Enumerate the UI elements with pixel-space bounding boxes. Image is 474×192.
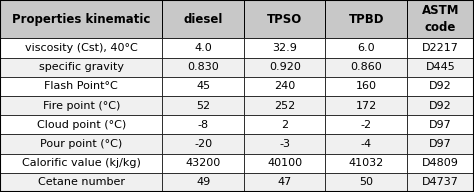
- Bar: [163, 115, 244, 134]
- Text: Cloud point (°C): Cloud point (°C): [36, 120, 126, 130]
- Text: 47: 47: [278, 177, 292, 187]
- Text: -8: -8: [198, 120, 209, 130]
- Bar: [0, 0, 163, 38]
- Bar: [326, 0, 407, 38]
- Bar: [407, 58, 474, 77]
- Bar: [0, 38, 163, 58]
- Text: 2: 2: [281, 120, 288, 130]
- Bar: [407, 115, 474, 134]
- Bar: [163, 173, 244, 192]
- Bar: [0, 77, 163, 96]
- Bar: [0, 154, 163, 173]
- Bar: [0, 173, 163, 192]
- Text: D97: D97: [429, 139, 452, 149]
- Text: D4809: D4809: [422, 158, 459, 168]
- Text: 32.9: 32.9: [272, 43, 297, 53]
- Text: Properties kinematic: Properties kinematic: [12, 13, 150, 26]
- Bar: [244, 0, 326, 38]
- Text: Pour point (°C): Pour point (°C): [40, 139, 122, 149]
- Text: specific gravity: specific gravity: [39, 62, 124, 72]
- Bar: [163, 96, 244, 115]
- Text: D445: D445: [426, 62, 456, 72]
- Bar: [163, 38, 244, 58]
- Bar: [244, 38, 326, 58]
- Bar: [0, 134, 163, 154]
- Text: 0.860: 0.860: [350, 62, 382, 72]
- Bar: [326, 173, 407, 192]
- Bar: [244, 115, 326, 134]
- Text: Calorific value (kj/kg): Calorific value (kj/kg): [22, 158, 141, 168]
- Text: D92: D92: [429, 101, 452, 111]
- Bar: [407, 96, 474, 115]
- Bar: [163, 154, 244, 173]
- Bar: [244, 77, 326, 96]
- Text: 6.0: 6.0: [357, 43, 375, 53]
- Bar: [163, 77, 244, 96]
- Text: 43200: 43200: [186, 158, 221, 168]
- Bar: [163, 0, 244, 38]
- Bar: [407, 173, 474, 192]
- Bar: [0, 58, 163, 77]
- Text: 45: 45: [196, 81, 210, 91]
- Text: Fire point (°C): Fire point (°C): [43, 101, 120, 111]
- Text: -3: -3: [279, 139, 290, 149]
- Text: D97: D97: [429, 120, 452, 130]
- Bar: [0, 115, 163, 134]
- Bar: [326, 115, 407, 134]
- Text: 252: 252: [274, 101, 295, 111]
- Text: 52: 52: [196, 101, 210, 111]
- Bar: [326, 134, 407, 154]
- Bar: [407, 77, 474, 96]
- Text: 41032: 41032: [348, 158, 384, 168]
- Bar: [163, 58, 244, 77]
- Text: 50: 50: [359, 177, 373, 187]
- Text: -20: -20: [194, 139, 212, 149]
- Text: Cetane number: Cetane number: [38, 177, 125, 187]
- Text: 240: 240: [274, 81, 295, 91]
- Bar: [407, 134, 474, 154]
- Bar: [244, 134, 326, 154]
- Bar: [244, 173, 326, 192]
- Text: Flash Point°C: Flash Point°C: [45, 81, 118, 91]
- Text: D92: D92: [429, 81, 452, 91]
- Bar: [244, 96, 326, 115]
- Bar: [326, 58, 407, 77]
- Bar: [244, 58, 326, 77]
- Text: TPSO: TPSO: [267, 13, 302, 26]
- Text: D2217: D2217: [422, 43, 459, 53]
- Text: 49: 49: [196, 177, 210, 187]
- Bar: [0, 96, 163, 115]
- Text: 0.830: 0.830: [187, 62, 219, 72]
- Text: 0.920: 0.920: [269, 62, 301, 72]
- Text: ASTM
code: ASTM code: [422, 4, 459, 34]
- Bar: [326, 96, 407, 115]
- Text: 160: 160: [356, 81, 377, 91]
- Bar: [326, 38, 407, 58]
- Text: 172: 172: [356, 101, 377, 111]
- Bar: [326, 154, 407, 173]
- Text: viscosity (Cst), 40°C: viscosity (Cst), 40°C: [25, 43, 137, 53]
- Bar: [407, 154, 474, 173]
- Bar: [407, 38, 474, 58]
- Text: D4737: D4737: [422, 177, 459, 187]
- Bar: [326, 77, 407, 96]
- Bar: [407, 0, 474, 38]
- Text: diesel: diesel: [183, 13, 223, 26]
- Text: TPBD: TPBD: [348, 13, 384, 26]
- Text: 40100: 40100: [267, 158, 302, 168]
- Text: -2: -2: [361, 120, 372, 130]
- Bar: [163, 134, 244, 154]
- Bar: [244, 154, 326, 173]
- Text: 4.0: 4.0: [194, 43, 212, 53]
- Text: -4: -4: [361, 139, 372, 149]
